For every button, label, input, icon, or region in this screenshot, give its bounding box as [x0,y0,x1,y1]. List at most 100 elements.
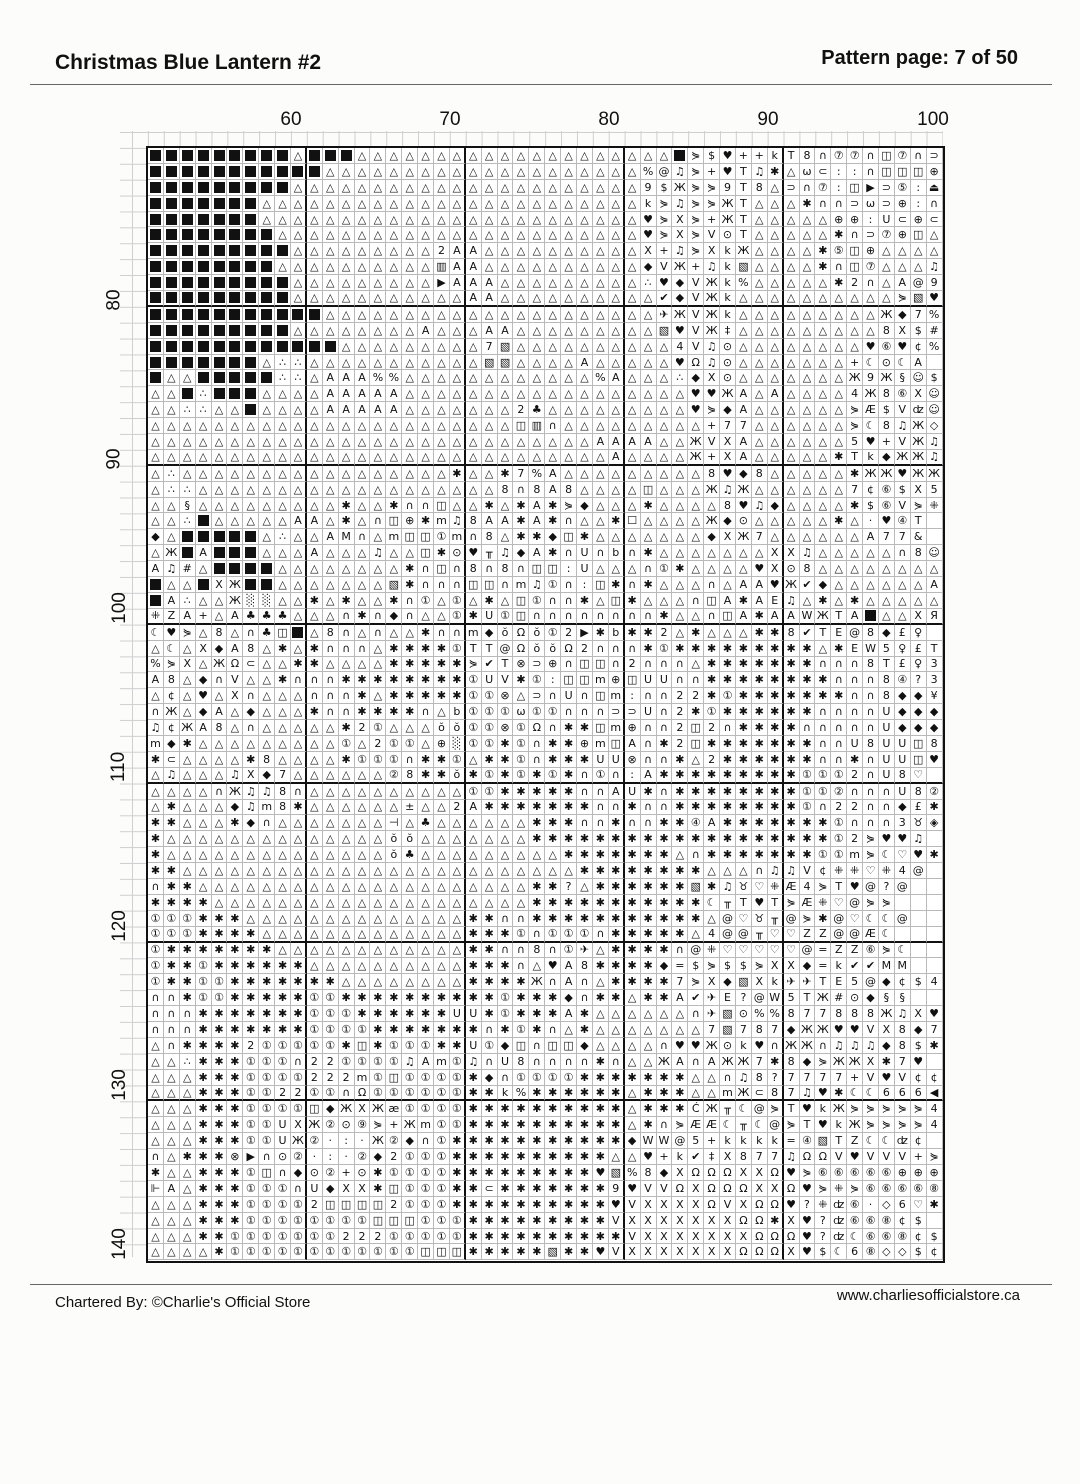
stitch-cell: △ [735,338,752,355]
stitch-cell: ∩ [545,608,562,625]
stitch-cell: △ [306,227,323,244]
stitch-cell: ∩ [815,148,832,164]
stitch-cell: ♥ [608,1196,625,1213]
stitch-cell: ◫ [878,163,895,180]
stitch-cell [243,243,260,260]
stitch-cell: △ [179,863,196,879]
stitch-cell [179,179,196,196]
stitch-cell: △ [179,1244,196,1261]
stitch-cell: ① [259,1101,276,1118]
stitch-cell: m [434,513,450,530]
stitch-cell: ⑥ [878,1228,895,1245]
stitch-cell: ① [831,815,848,832]
stitch-cell: △ [322,751,339,768]
stitch-cell: ✱ [227,990,244,1007]
stitch-cell: △ [497,386,514,403]
stitch-cell: ① [338,1021,355,1038]
stitch-cell [291,624,307,641]
stitch-cell: △ [211,751,228,768]
stitch-cell: ✱ [529,783,546,800]
stitch-cell: 7 [767,1149,784,1165]
stitch-cell: ŏ [449,720,466,736]
stitch-cell: △ [910,243,927,260]
stitch-cell: △ [561,354,578,371]
stitch-cell [243,195,260,212]
stitch-cell: △ [259,910,276,927]
stitch-cell: m [148,735,164,752]
stitch-cell: △ [195,561,212,578]
stitch-cell: ① [481,783,498,800]
stitch-cell: △ [418,386,435,403]
stitch-cell: ♥ [799,1244,816,1261]
stitch-cell: ✱ [434,672,450,689]
stitch-cell [275,338,292,355]
stitch-cell: ◫ [910,163,927,180]
stitch-cell: ✱ [767,799,784,816]
stitch-cell [163,195,180,212]
stitch-cell: △ [163,847,180,864]
stitch-cell: Ω [704,1196,721,1213]
stitch-cell: △ [608,481,625,498]
stitch-cell: △ [449,211,466,228]
stitch-cell: ⊕ [577,735,593,752]
stitch-cell: △ [354,275,371,292]
column-label-60: 60 [280,109,302,130]
stitch-cell: △ [831,481,848,498]
stitch-cell: 8 [720,497,736,514]
stitch-cell: ✱ [513,1228,530,1245]
stitch-cell: △ [291,465,307,482]
stitch-cell: △ [370,863,387,879]
stitch-cell: ✱ [751,688,768,705]
stitch-cell: ✱ [592,1069,609,1086]
stitch-cell: ✔ [688,1149,705,1165]
stitch-cell: ① [418,1180,435,1197]
stitch-cell: △ [656,497,673,514]
stitch-cell: ∩ [592,783,609,800]
stitch-cell: △ [465,815,482,832]
stitch-cell: ✱ [497,799,514,816]
stitch-cell: ① [561,1069,578,1086]
stitch-cell: △ [751,418,768,435]
stitch-cell: △ [259,640,276,657]
stitch-cell: △ [561,370,578,387]
stitch-cell: △ [386,720,403,736]
stitch-cell: ☾ [863,354,879,371]
stitch-cell: △ [449,815,466,832]
stitch-cell: △ [322,163,339,180]
stitch-cell: ① [370,720,387,736]
stitch-cell: ✱ [227,1133,244,1150]
stitch-cell: △ [338,275,355,292]
stitch-cell: 8 [831,1006,848,1022]
stitch-cell: △ [577,449,593,466]
stitch-cell: ♫ [402,1053,419,1070]
stitch-cell: △ [370,831,387,848]
stitch-cell: ◆ [148,529,164,546]
stitch-cell: ✱ [418,1006,435,1022]
stitch-cell: A [577,354,593,371]
stitch-cell: △ [815,529,832,546]
stitch-cell: @ [497,640,514,657]
stitch-cell: △ [481,481,498,498]
stitch-cell: ◆ [545,529,562,546]
stitch-cell: ◆ [259,767,276,784]
stitch-cell: Ж [720,386,736,403]
stitch-cell: @ [894,878,911,895]
stitch-cell: △ [640,370,657,387]
stitch-cell: m [592,672,609,689]
stitch-cell: △ [402,958,419,975]
stitch-cell: % [529,465,546,482]
stitch-cell: Ω [529,720,546,736]
stitch-cell [148,163,164,180]
stitch-cell: ✱ [545,1085,562,1102]
stitch-cell: △ [179,1133,196,1150]
stitch-cell: ✱ [751,751,768,768]
stitch-cell: ∩ [148,704,164,721]
stitch-cell: ✱ [195,1196,212,1213]
stitch-cell: ✱ [735,672,752,689]
stitch-cell: ♥ [910,847,927,864]
stitch-cell: A [783,608,800,625]
stitch-cell: ① [322,1021,339,1038]
stitch-cell: ✱ [592,894,609,911]
stitch-cell: ① [465,735,482,752]
stitch-cell: ✱ [656,815,673,832]
